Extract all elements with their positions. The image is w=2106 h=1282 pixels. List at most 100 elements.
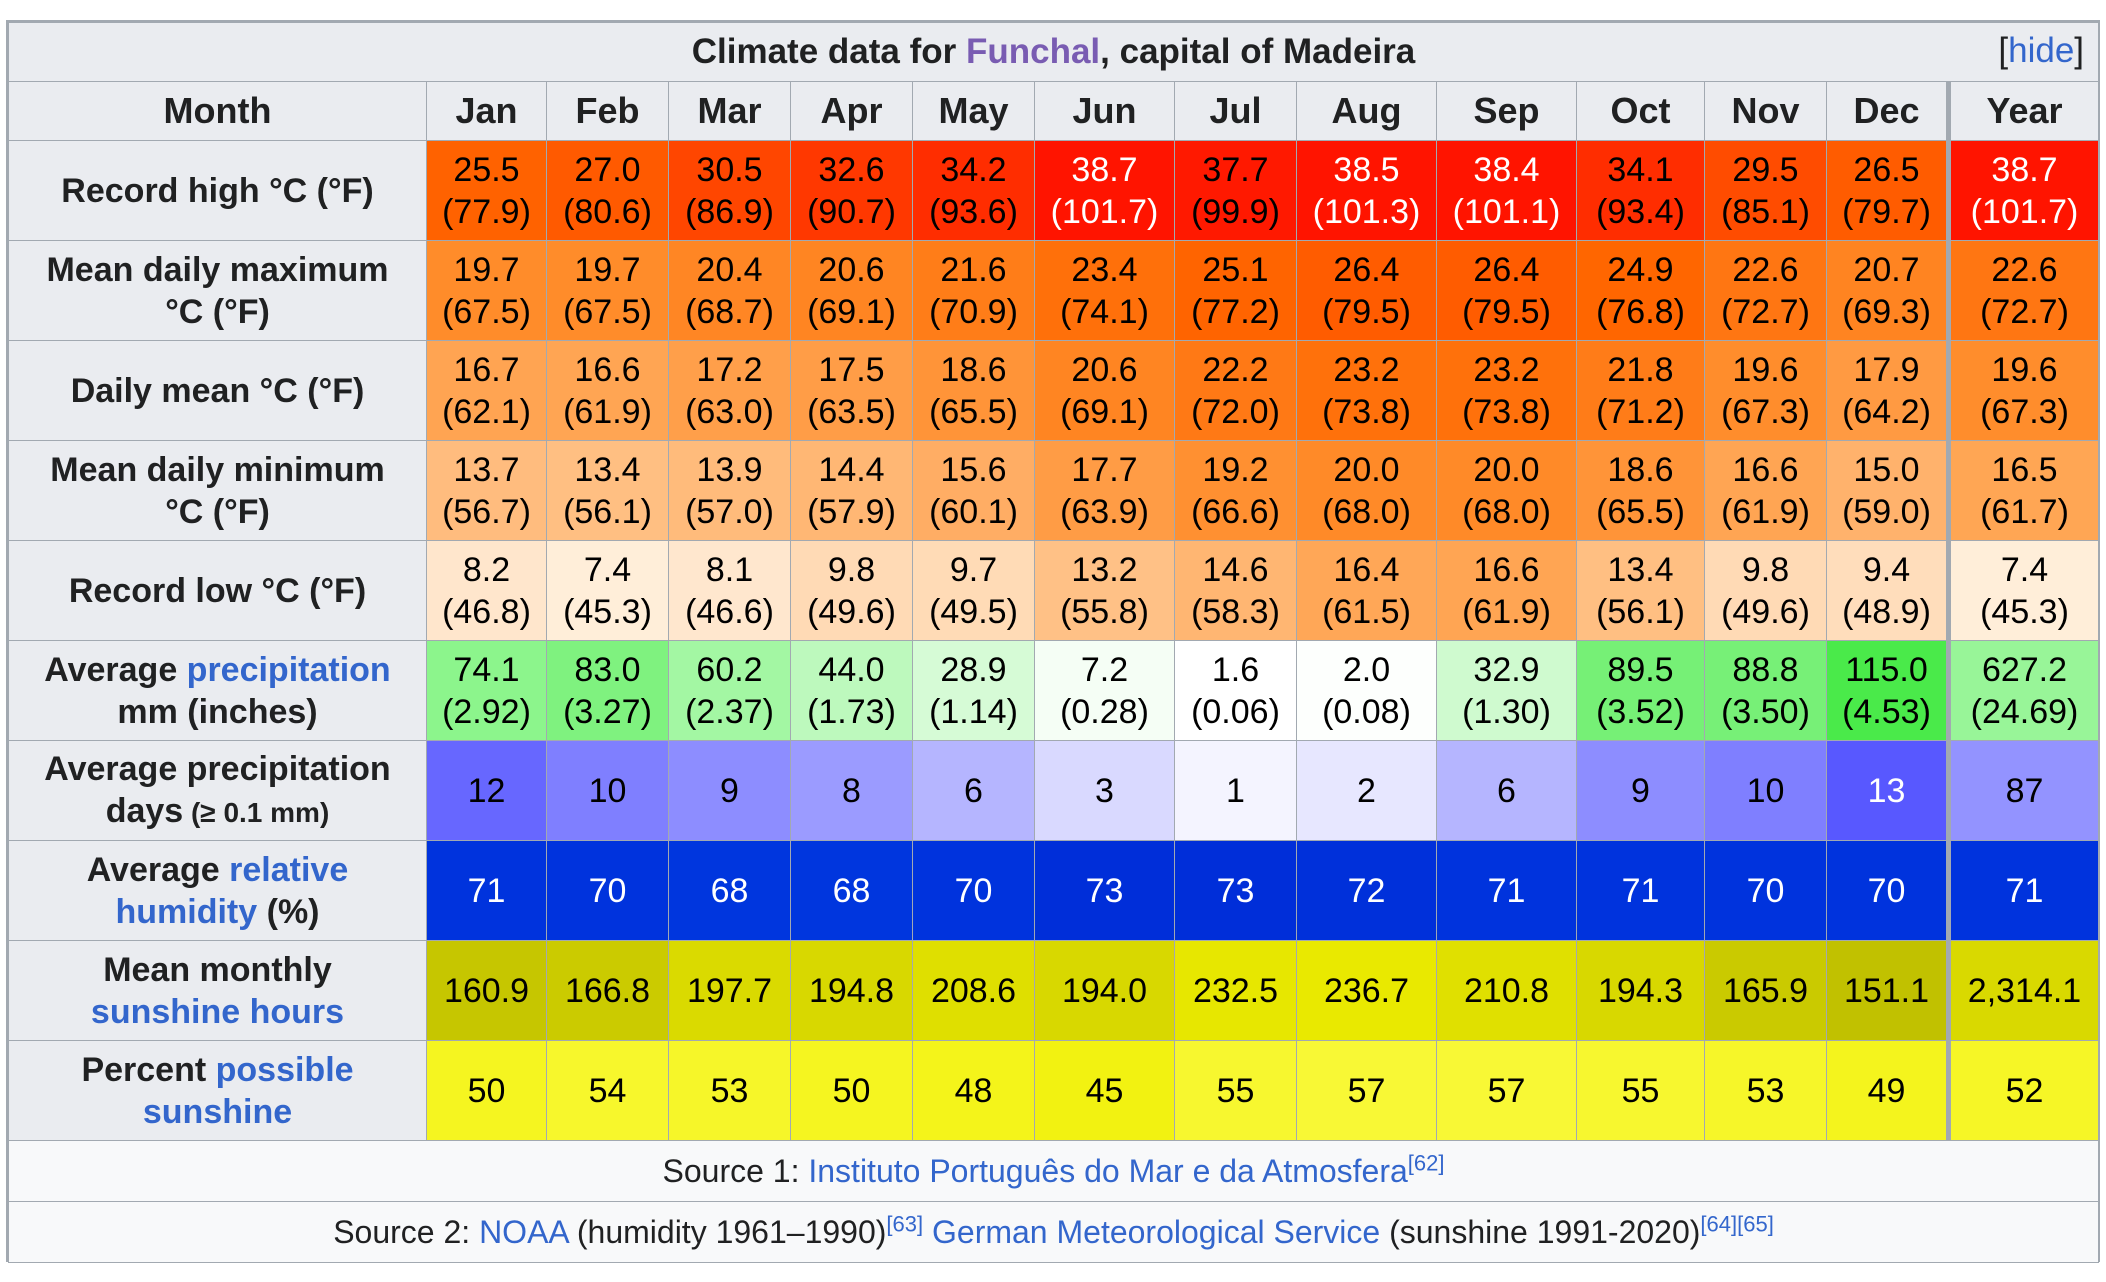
table-cell: 19.7 (67.5) xyxy=(546,240,669,341)
table-cell: 20.0 (68.0) xyxy=(1296,440,1437,541)
table-cell: 32.6 (90.7) xyxy=(790,140,913,241)
cell-value: 15.0 xyxy=(1853,450,1920,489)
cell-value: 25.1 xyxy=(1202,250,1269,289)
table-cell: 15.0 (59.0) xyxy=(1826,440,1949,541)
cell-value: 210.8 xyxy=(1463,971,1550,1010)
table-cell: 20.6 (69.1) xyxy=(790,240,913,341)
cell-value-fahrenheit: (56.1) xyxy=(563,492,652,531)
cell-value: 50 xyxy=(832,1071,871,1110)
cell-value-fahrenheit: (49.6) xyxy=(807,592,896,631)
table-cell: 71 xyxy=(1576,840,1705,941)
table-cell: 34.2 (93.6) xyxy=(912,140,1035,241)
cell-value: 32.6 xyxy=(818,150,885,189)
row-label-link[interactable]: possible xyxy=(215,1050,354,1089)
ipma-link[interactable]: Instituto Português do Mar e da Atmosfer… xyxy=(808,1152,1408,1189)
cell-value: 70 xyxy=(588,871,627,910)
source-2-humidity-note: (humidity 1961–1990) xyxy=(567,1213,887,1250)
cell-value: 18.6 xyxy=(1607,450,1674,489)
cell-value: 15.6 xyxy=(940,450,1007,489)
cell-value: 194.3 xyxy=(1597,971,1684,1010)
table-cell: 1.6 (0.06) xyxy=(1174,640,1297,741)
funchal-link[interactable]: Funchal xyxy=(965,32,1101,71)
table-cell: 29.5 (85.1) xyxy=(1704,140,1827,241)
table-cell: 70 xyxy=(912,840,1035,941)
cell-value: 2,314.1 xyxy=(1967,971,2082,1010)
cell-value-fahrenheit: (72.0) xyxy=(1191,392,1280,431)
cell-value: 7.4 xyxy=(583,550,632,589)
cell-value: 16.6 xyxy=(1732,450,1799,489)
table-cell: 9.8 (49.6) xyxy=(790,540,913,641)
hide-toggle[interactable]: [hide] xyxy=(1998,31,2085,70)
noaa-link[interactable]: NOAA xyxy=(479,1213,568,1250)
row-label-text: Record low °C (°F) xyxy=(68,571,367,610)
cell-value-fahrenheit: (72.7) xyxy=(1980,292,2069,331)
table-cell: 160.9 xyxy=(426,940,547,1041)
table-cell: 70 xyxy=(1826,840,1949,941)
row-label: Average relative humidity (%) xyxy=(8,840,427,941)
row-label-link[interactable]: humidity xyxy=(115,892,258,931)
table-cell: 10 xyxy=(1704,740,1827,841)
ref-62[interactable]: [62] xyxy=(1407,1149,1445,1175)
cell-value-fahrenheit: (63.9) xyxy=(1060,492,1149,531)
cell-value: 13 xyxy=(1867,771,1906,810)
table-cell: 7.4 (45.3) xyxy=(546,540,669,641)
cell-value-fahrenheit: (72.7) xyxy=(1721,292,1810,331)
hide-link[interactable]: hide xyxy=(2008,31,2075,70)
cell-value: 13.7 xyxy=(453,450,520,489)
cell-value: 22.6 xyxy=(1991,250,2058,289)
cell-value: 27.0 xyxy=(574,150,641,189)
month-header-apr: Apr xyxy=(790,81,913,141)
cell-value: 26.4 xyxy=(1473,250,1540,289)
ref-63[interactable]: [63] xyxy=(886,1210,924,1236)
cell-value: 16.5 xyxy=(1991,450,2058,489)
cell-value: 72 xyxy=(1347,871,1386,910)
cell-value: 70 xyxy=(1867,871,1906,910)
cell-value: 34.1 xyxy=(1607,150,1674,189)
cell-value: 19.6 xyxy=(1732,350,1799,389)
row-label-link[interactable]: relative xyxy=(229,850,349,889)
table-cell: 50 xyxy=(790,1040,913,1141)
table-cell: 25.5 (77.9) xyxy=(426,140,547,241)
row-label-text: Percent xyxy=(81,1050,216,1089)
table-row: Mean daily minimum °C (°F) 13.7 (56.7) 13.4(… xyxy=(8,440,2100,541)
ref-65[interactable]: [65] xyxy=(1737,1210,1774,1236)
table-row: Record high °C (°F) 25.5 (77.9) 27.0 (80.6) 3… xyxy=(8,140,2100,241)
cell-value: 71 xyxy=(1487,871,1526,910)
table-row: Average precipitation mm (inches) 74.1 (2.9… xyxy=(8,640,2100,741)
table-cell: 30.5 (86.9) xyxy=(668,140,791,241)
ref-64[interactable]: [64] xyxy=(1700,1210,1738,1236)
source-2-prefix: Source 2: xyxy=(333,1213,480,1250)
cell-value-fahrenheit: (79.5) xyxy=(1322,292,1411,331)
table-cell: 25.1 (77.2) xyxy=(1174,240,1297,341)
table-cell: 2 xyxy=(1296,740,1437,841)
dwd-link[interactable]: German Meteorological Service xyxy=(932,1213,1381,1250)
cell-value-fahrenheit: (46.6) xyxy=(685,592,774,631)
table-cell: 19.7 (67.5) xyxy=(426,240,547,341)
table-cell: 71 xyxy=(426,840,547,941)
row-label-link[interactable]: sunshine xyxy=(142,1092,293,1131)
cell-value: 8 xyxy=(842,771,861,810)
table-cell: 19.6 (67.3) xyxy=(1945,340,2100,441)
row-label-link[interactable]: precipitation xyxy=(186,650,391,689)
cell-value: 12 xyxy=(467,771,506,810)
table-cell: 115.0 (4.53) xyxy=(1826,640,1949,741)
cell-value: 9.8 xyxy=(827,550,876,589)
month-header-feb: Feb xyxy=(546,81,669,141)
table-cell: 165.9 xyxy=(1704,940,1827,1041)
cell-value-fahrenheit: (46.8) xyxy=(442,592,531,631)
cell-value: 197.7 xyxy=(686,971,773,1010)
table-cell: 1 xyxy=(1174,740,1297,841)
table-row: Mean monthly sunshine hours 160.9 166.8 197.… xyxy=(8,940,2100,1041)
table-cell: 17.5 (63.5) xyxy=(790,340,913,441)
cell-value: 2.0 xyxy=(1342,650,1391,689)
cell-value: 20.4 xyxy=(696,250,763,289)
cell-value: 44.0 xyxy=(818,650,885,689)
table-cell: 12 xyxy=(426,740,547,841)
table-cell: 7.4 (45.3) xyxy=(1945,540,2100,641)
table-cell: 53 xyxy=(668,1040,791,1141)
cell-value: 32.9 xyxy=(1473,650,1540,689)
cell-value-fahrenheit: (101.7) xyxy=(1970,192,2079,231)
cell-value-fahrenheit: (56.1) xyxy=(1596,592,1685,631)
row-label-link[interactable]: sunshine hours xyxy=(90,992,345,1031)
cell-value: 38.7 xyxy=(1991,150,2058,189)
